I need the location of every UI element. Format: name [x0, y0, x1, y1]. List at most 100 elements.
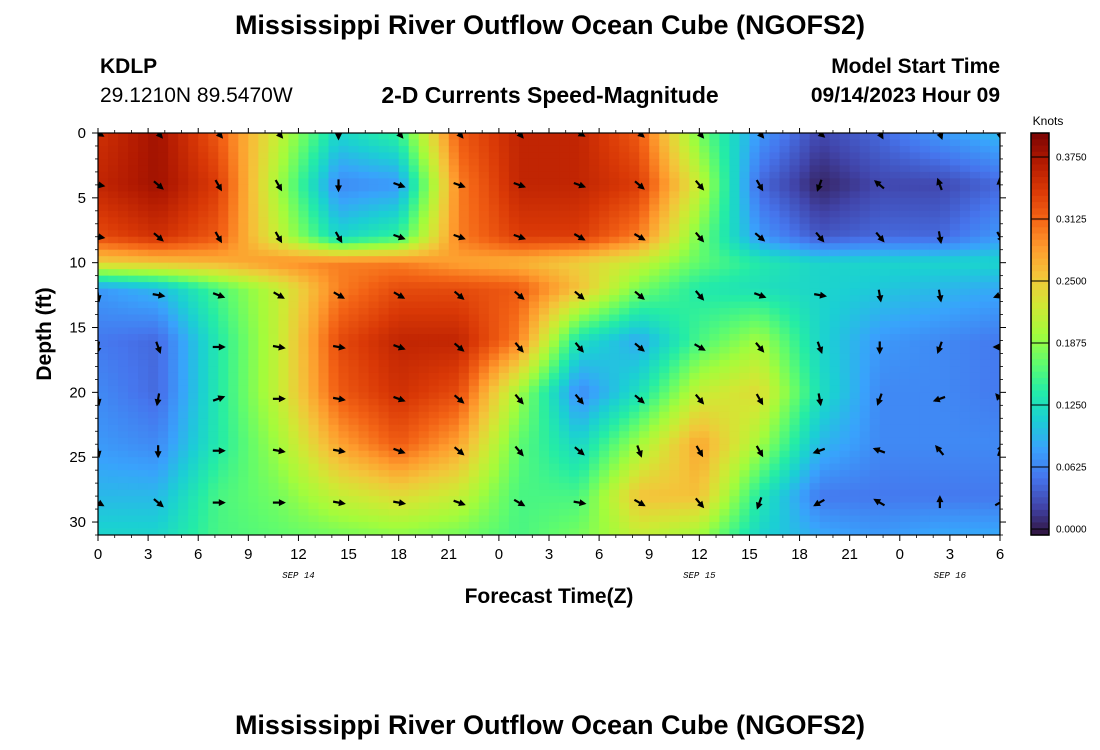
heatmap-cell	[589, 418, 600, 426]
heatmap-cell	[98, 359, 109, 368]
heatmap-cell	[689, 463, 700, 471]
heatmap-cell	[538, 321, 550, 329]
heatmap-cell	[538, 463, 550, 471]
heatmap-cell	[559, 353, 570, 361]
heatmap-cell	[498, 327, 510, 335]
heatmap-cell	[809, 178, 821, 186]
heatmap-cell	[388, 379, 400, 387]
heatmap-cell	[308, 145, 320, 154]
heatmap-cell	[298, 282, 310, 290]
heatmap-cell	[889, 340, 901, 348]
heatmap-cell	[438, 327, 450, 335]
heatmap-cell	[298, 165, 310, 173]
heatmap-cell	[348, 217, 360, 225]
heatmap-cell	[258, 139, 269, 147]
heatmap-cell	[508, 275, 520, 283]
heatmap-cell	[458, 359, 470, 368]
heatmap-cell	[849, 450, 861, 458]
heatmap-cell	[448, 191, 460, 199]
heatmap-cell	[318, 269, 330, 277]
heatmap-cell	[108, 444, 119, 452]
heatmap-cell	[799, 372, 811, 380]
heatmap-cell	[358, 444, 370, 452]
heatmap-cell	[428, 366, 440, 374]
heatmap-cell	[158, 327, 169, 335]
heatmap-cell	[188, 308, 199, 316]
heatmap-cell	[889, 152, 901, 160]
heatmap-cell	[148, 288, 159, 296]
heatmap-cell	[388, 145, 400, 154]
heatmap-cell	[248, 411, 259, 419]
heatmap-cell	[188, 366, 199, 374]
heatmap-cell	[809, 275, 821, 283]
heatmap-cell	[468, 249, 480, 257]
heatmap-cell	[709, 171, 720, 179]
heatmap-cell	[428, 262, 440, 270]
heatmap-cell	[228, 295, 239, 303]
heatmap-cell	[829, 418, 841, 426]
heatmap-cell	[659, 275, 670, 283]
heatmap-cell	[468, 398, 480, 406]
heatmap-cell	[428, 178, 440, 186]
heatmap-cell	[929, 282, 941, 290]
heatmap-cell	[518, 398, 530, 406]
heatmap-cell	[288, 431, 300, 439]
heatmap-cell	[408, 184, 420, 192]
heatmap-cell	[899, 145, 911, 154]
heatmap-cell	[148, 353, 159, 361]
heatmap-cell	[498, 431, 510, 439]
heatmap-cell	[669, 353, 680, 361]
heatmap-cell	[458, 204, 470, 212]
heatmap-cell	[158, 405, 169, 413]
heatmap-cell	[689, 256, 700, 264]
heatmap-cell	[569, 366, 580, 374]
heatmap-cell	[318, 411, 330, 419]
heatmap-cell	[278, 184, 290, 192]
heatmap-cell	[919, 334, 931, 342]
heatmap-cell	[428, 204, 440, 212]
heatmap-cell	[769, 476, 781, 484]
heatmap-cell	[689, 262, 700, 270]
heatmap-cell	[689, 424, 700, 432]
heatmap-cell	[338, 217, 350, 225]
heatmap-cell	[528, 152, 540, 160]
heatmap-cell	[528, 457, 540, 465]
heatmap-cell	[468, 463, 480, 471]
heatmap-cell	[819, 353, 831, 361]
heatmap-cell	[388, 450, 400, 458]
heatmap-cell	[218, 405, 229, 413]
heatmap-cell	[418, 385, 430, 393]
heatmap-cell	[228, 385, 239, 393]
heatmap-cell	[438, 424, 450, 432]
heatmap-cell	[128, 424, 139, 432]
heatmap-cell	[328, 457, 340, 465]
heatmap-cell	[228, 437, 239, 445]
heatmap-cell	[478, 385, 490, 393]
heatmap-cell	[709, 210, 720, 218]
heatmap-cell	[248, 282, 259, 290]
heatmap-cell	[308, 392, 320, 400]
heatmap-cell	[408, 204, 420, 212]
heatmap-cell	[278, 230, 290, 238]
model-start-value: 09/14/2023 Hour 09	[810, 84, 1000, 107]
heatmap-cell	[138, 385, 149, 393]
heatmap-cell	[248, 489, 259, 497]
heatmap-cell	[699, 437, 710, 445]
heatmap-cell	[859, 288, 871, 296]
heatmap-cell	[98, 178, 109, 186]
heatmap-cell	[929, 437, 941, 445]
heatmap-cell	[679, 418, 690, 426]
heatmap-cell	[629, 405, 640, 413]
heatmap-cell	[629, 197, 640, 205]
heatmap-cell	[518, 321, 530, 329]
heatmap-cell	[799, 256, 811, 264]
heatmap-cell	[719, 204, 730, 212]
heatmap-cell	[729, 243, 741, 251]
heatmap-cell	[328, 282, 340, 290]
heatmap-cell	[589, 197, 600, 205]
heatmap-cell	[188, 463, 199, 471]
heatmap-cell	[278, 431, 290, 439]
heatmap-cell	[849, 366, 861, 374]
heatmap-cell	[819, 392, 831, 400]
heatmap-cell	[639, 301, 650, 309]
